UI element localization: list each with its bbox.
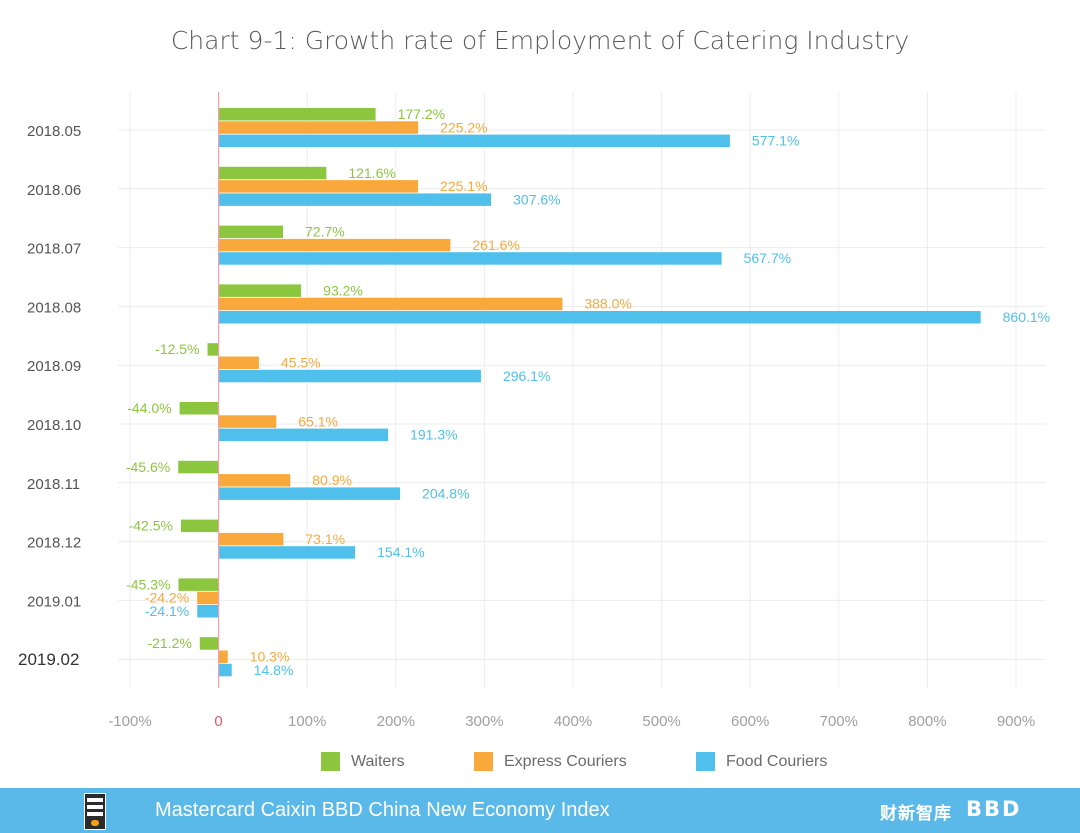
y-category-label: 2018.10 [27,417,81,434]
bar-waiters [218,108,376,121]
bar-food-couriers [218,663,232,677]
data-label: -21.2% [147,635,191,651]
bar-food-couriers [218,134,730,148]
x-tick-label: -100% [108,713,151,730]
x-tick-label: 400% [554,713,592,730]
data-label: 72.7% [305,224,345,240]
legend-item: Waiters [321,752,405,771]
data-label: 567.7% [744,250,791,266]
bar-waiters [178,460,219,474]
data-label: 388.0% [584,296,631,312]
bar-food-couriers [218,369,481,383]
x-tick-label: 200% [377,713,415,730]
data-label: 80.9% [312,472,352,488]
x-tick-label: 900% [997,713,1035,730]
data-label: -42.5% [129,518,173,534]
data-label: 14.8% [254,662,294,678]
bar-food-couriers [218,546,356,559]
bar-waiters [199,637,219,650]
data-label: 577.1% [752,133,799,149]
legend-label: Waiters [351,752,405,770]
data-label: 860.1% [1003,309,1050,325]
data-label: 10.3% [250,649,290,665]
footer-banner: Mastercard Caixin BBD China New Economy … [0,788,1080,833]
legend-label: Food Couriers [726,752,828,770]
data-label: 296.1% [503,368,550,384]
x-tick-label: 700% [820,713,858,730]
bar-express-couriers [218,180,419,193]
data-label: 204.8% [422,485,469,501]
bar-express-couriers [218,121,419,134]
data-label: 261.6% [472,237,519,253]
y-category-label: 2018.06 [27,182,81,199]
x-tick-label: 0 [214,713,222,730]
bar-waiters [180,519,219,533]
data-label: -45.6% [126,459,170,475]
x-tick-label: 300% [465,713,503,730]
nei-logo-icon [84,793,106,830]
data-label: 225.1% [440,178,487,194]
bar-food-couriers [218,193,492,206]
bar-express-couriers [218,238,451,252]
data-label: 225.2% [440,119,487,135]
y-category-label: 2018.08 [27,299,81,316]
legend-label: Express Couriers [504,752,627,770]
legend-swatch [474,752,493,771]
y-category-label: 2018.12 [27,535,81,552]
bar-express-couriers [218,297,563,311]
bar-waiters [218,166,327,180]
legend: Waiters Express Couriers Food Couriers [0,752,1080,776]
legend-item: Food Couriers [696,752,827,771]
bar-food-couriers [218,487,401,500]
data-label: -44.0% [127,400,171,416]
legend-item: Express Couriers [474,752,627,771]
data-label: -24.2% [145,590,189,606]
y-category-label: 2019.01 [27,593,81,610]
data-label: -12.5% [155,341,199,357]
data-label: 177.2% [398,106,445,122]
data-label: -45.3% [126,576,170,592]
x-tick-label: 100% [288,713,326,730]
bar-waiters [218,225,284,239]
footer-title: Mastercard Caixin BBD China New Economy … [155,799,610,821]
x-tick-label: 500% [642,713,680,730]
data-label: 307.6% [513,191,560,207]
bar-express-couriers [218,474,291,487]
bar-food-couriers [218,311,981,324]
bar-food-couriers [197,605,219,618]
bar-waiters [178,578,219,591]
bar-food-couriers [218,428,389,442]
bar-express-couriers [218,650,228,663]
data-label: 65.1% [298,413,338,429]
bar-food-couriers [218,252,722,265]
bar-waiters [207,343,219,356]
bar-express-couriers [218,356,259,369]
bar-waiters [179,402,219,415]
bar-express-couriers [218,532,284,546]
legend-swatch [321,752,340,771]
y-category-label: 2018.07 [27,241,81,258]
bar-express-couriers [218,415,277,428]
x-tick-label: 800% [908,713,946,730]
data-label: -24.1% [145,603,189,619]
bar-waiters [218,284,302,297]
data-label: 93.2% [323,282,363,298]
legend-swatch [696,752,715,771]
data-label: 154.1% [377,544,424,560]
data-label: 45.5% [281,355,321,371]
y-category-label: 2018.05 [27,123,81,140]
data-label: 121.6% [348,165,395,181]
y-category-label: 2018.11 [27,476,80,493]
y-category-label: 2019.02 [18,650,79,669]
x-tick-label: 600% [731,713,769,730]
chart-title: Chart 9-1: Growth rate of Employment of … [170,26,910,55]
caixin-insight-logo: 财新智库 [880,804,952,824]
bar-express-couriers [197,591,219,605]
data-label: 73.1% [305,531,345,547]
y-category-label: 2018.09 [27,358,81,375]
chart-plot: -100% 0 100% 200% 300% 400% 500% 600% 700% 800% 90… [18,92,1050,730]
data-label: 191.3% [410,427,457,443]
bbd-logo: BBD [966,797,1022,821]
